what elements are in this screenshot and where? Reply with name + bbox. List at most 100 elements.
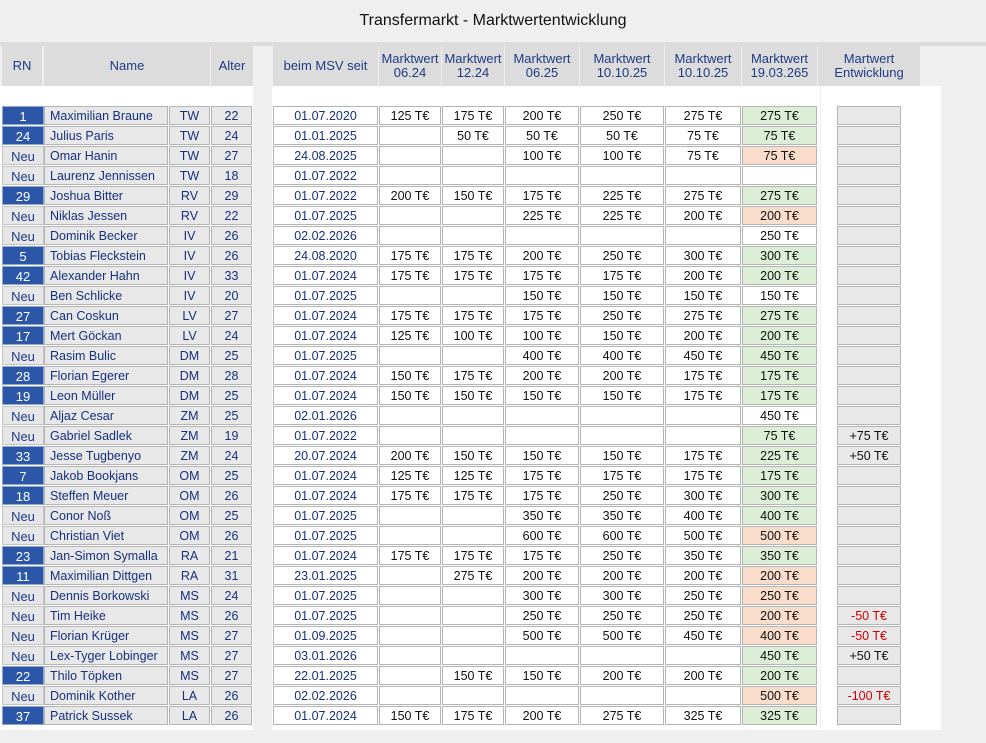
market-value-cell: [379, 506, 441, 525]
market-value-cell: [665, 166, 741, 185]
player-position: OM: [169, 506, 210, 525]
market-value-cell: [505, 226, 579, 245]
value-development: [837, 226, 901, 245]
player-position: DM: [169, 366, 210, 385]
player-name: Patrick Sussek: [44, 706, 168, 725]
row-number: Neu: [2, 606, 44, 625]
value-development: [837, 546, 901, 565]
market-value-cell: [442, 646, 504, 665]
market-value-cell: 175 T€: [442, 266, 504, 285]
market-value-cell: [580, 426, 664, 445]
market-value-cell: 250 T€: [580, 106, 664, 125]
market-value-cell: 200 T€: [505, 566, 579, 585]
member-since: 01.07.2024: [273, 366, 378, 385]
current-market-value: 200 T€: [742, 266, 817, 285]
player-name: Florian Krüger: [44, 626, 168, 645]
player-age: 24: [211, 446, 252, 465]
market-value-cell: 400 T€: [505, 346, 579, 365]
player-position: LV: [169, 306, 210, 325]
player-age: 27: [211, 626, 252, 645]
player-position: RV: [169, 186, 210, 205]
current-market-value: 75 T€: [742, 126, 817, 145]
market-value-cell: [505, 166, 579, 185]
market-value-cell: 175 T€: [580, 266, 664, 285]
header-market-value: Marktwert 06.25: [505, 46, 579, 86]
market-value-cell: 225 T€: [505, 206, 579, 225]
market-value-cell: [580, 646, 664, 665]
market-value-cell: [379, 566, 441, 585]
market-value-cell: [442, 146, 504, 165]
player-name: Maximilian Dittgen: [44, 566, 168, 585]
row-number: 22: [2, 666, 44, 685]
player-name: Thilo Töpken: [44, 666, 168, 685]
member-since: 24.08.2025: [273, 146, 378, 165]
market-value-cell: [379, 626, 441, 645]
market-value-cell: 150 T€: [505, 286, 579, 305]
current-market-value: 250 T€: [742, 586, 817, 605]
market-value-cell: 100 T€: [505, 326, 579, 345]
row-number: Neu: [2, 506, 44, 525]
player-age: 19: [211, 426, 252, 445]
current-market-value: 500 T€: [742, 526, 817, 545]
player-position: IV: [169, 286, 210, 305]
market-value-cell: 150 T€: [580, 326, 664, 345]
player-position: TW: [169, 166, 210, 185]
value-development: [837, 146, 901, 165]
header-market-value: Marktwert 06.24: [379, 46, 441, 86]
page-title: Transfermarkt - Marktwertentwicklung: [359, 12, 627, 29]
member-since: 01.09.2025: [273, 626, 378, 645]
row-number: Neu: [2, 686, 44, 705]
market-value-cell: 175 T€: [442, 106, 504, 125]
player-position: ZM: [169, 446, 210, 465]
player-name: Joshua Bitter: [44, 186, 168, 205]
current-market-value: 300 T€: [742, 486, 817, 505]
market-value-cell: 150 T€: [580, 386, 664, 405]
player-age: 26: [211, 246, 252, 265]
market-value-cell: 200 T€: [665, 266, 741, 285]
market-value-cell: 175 T€: [442, 546, 504, 565]
market-value-cell: 325 T€: [665, 706, 741, 725]
row-number: 19: [2, 386, 44, 405]
market-value-cell: 300 T€: [665, 486, 741, 505]
market-value-cell: 175 T€: [665, 466, 741, 485]
member-since: 01.07.2025: [273, 606, 378, 625]
value-development: [837, 666, 901, 685]
player-age: 18: [211, 166, 252, 185]
market-value-cell: 175 T€: [665, 446, 741, 465]
market-value-cell: [442, 506, 504, 525]
market-value-cell: 350 T€: [665, 546, 741, 565]
market-value-cell: 200 T€: [505, 706, 579, 725]
market-value-cell: [442, 686, 504, 705]
current-market-value: 200 T€: [742, 326, 817, 345]
current-market-value: 450 T€: [742, 646, 817, 665]
current-market-value: 275 T€: [742, 306, 817, 325]
market-value-cell: [379, 406, 441, 425]
market-value-cell: 150 T€: [442, 186, 504, 205]
member-since: 01.07.2024: [273, 706, 378, 725]
market-value-cell: 200 T€: [665, 326, 741, 345]
player-age: 27: [211, 146, 252, 165]
current-market-value: 300 T€: [742, 246, 817, 265]
market-value-cell: 275 T€: [665, 106, 741, 125]
market-value-cell: 225 T€: [580, 186, 664, 205]
current-market-value: 400 T€: [742, 506, 817, 525]
row-number: Neu: [2, 406, 44, 425]
market-value-cell: 250 T€: [580, 306, 664, 325]
market-value-cell: 50 T€: [505, 126, 579, 145]
row-number: 33: [2, 446, 44, 465]
current-market-value: 450 T€: [742, 346, 817, 365]
market-value-cell: 150 T€: [580, 446, 664, 465]
member-since: 20.07.2024: [273, 446, 378, 465]
market-value-cell: [379, 206, 441, 225]
current-market-value: 400 T€: [742, 626, 817, 645]
market-value-cell: [442, 346, 504, 365]
market-value-cell: [505, 426, 579, 445]
market-value-cell: 75 T€: [665, 126, 741, 145]
player-age: 25: [211, 346, 252, 365]
header-market-value: Marktwert 10.10.25: [580, 46, 664, 86]
market-value-cell: 175 T€: [505, 466, 579, 485]
player-name: Rasim Bulic: [44, 346, 168, 365]
row-number: 18: [2, 486, 44, 505]
player-position: ZM: [169, 426, 210, 445]
player-name: Dennis Borkowski: [44, 586, 168, 605]
